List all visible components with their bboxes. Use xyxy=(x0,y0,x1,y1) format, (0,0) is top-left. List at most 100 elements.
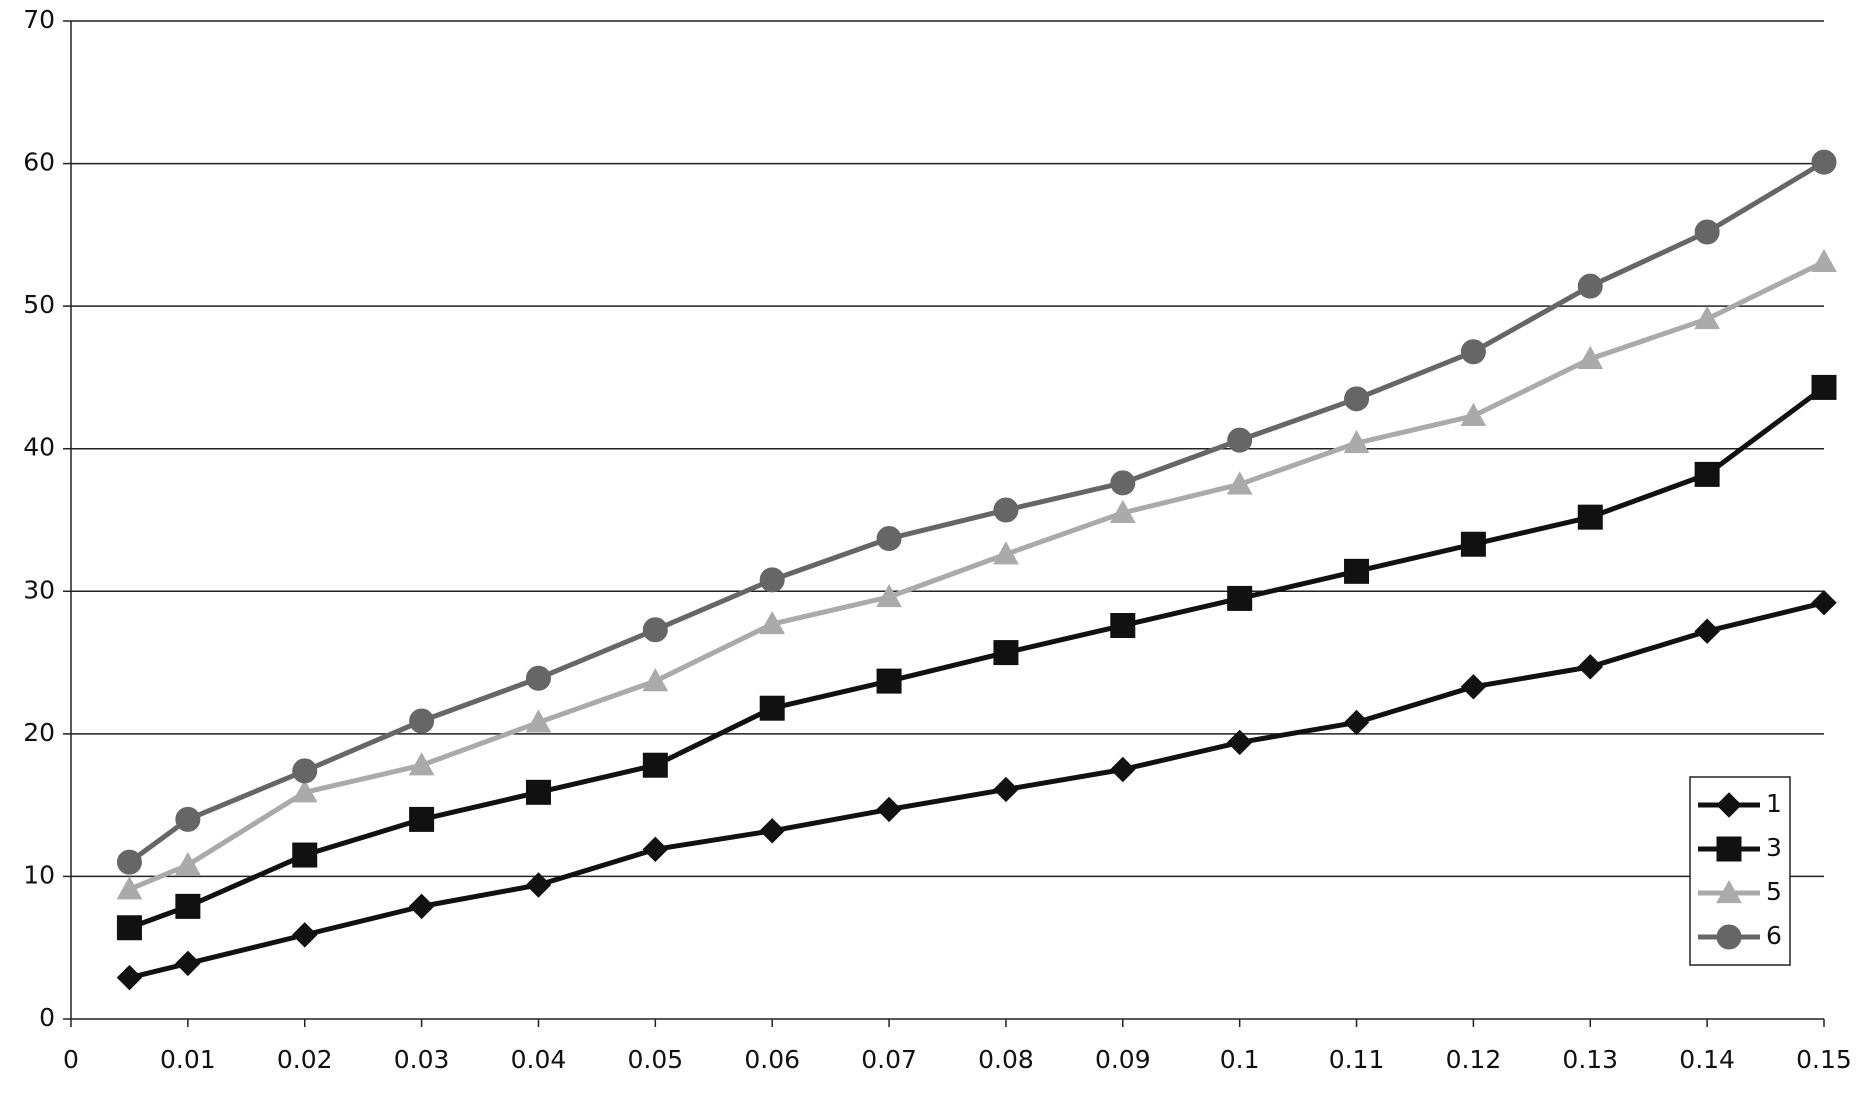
legend-label: 3 xyxy=(1766,833,1782,862)
y-tick-label: 20 xyxy=(23,718,55,747)
marker xyxy=(292,842,318,868)
marker xyxy=(1110,756,1136,783)
marker xyxy=(1577,345,1604,369)
marker xyxy=(116,915,142,941)
y-tick-label: 50 xyxy=(23,290,55,319)
marker xyxy=(1343,429,1370,454)
legend-label: 5 xyxy=(1766,877,1782,906)
marker xyxy=(1694,305,1720,330)
marker xyxy=(525,779,551,805)
marker xyxy=(1716,836,1742,862)
marker xyxy=(1694,618,1720,644)
x-tick-label: 0.09 xyxy=(1095,1045,1151,1074)
marker xyxy=(1227,585,1253,611)
marker xyxy=(1716,879,1742,904)
x-tick-label: 0.02 xyxy=(277,1045,333,1074)
x-tick-label: 0.15 xyxy=(1796,1045,1852,1074)
legend-item: 6 xyxy=(1698,921,1782,950)
marker xyxy=(876,583,902,608)
marker xyxy=(116,849,142,875)
y-tick-label: 10 xyxy=(23,860,55,889)
marker xyxy=(1226,471,1253,495)
x-tick-label: 0.14 xyxy=(1679,1045,1735,1074)
y-tick-label: 30 xyxy=(23,575,55,604)
marker xyxy=(1343,709,1370,736)
marker xyxy=(1460,402,1487,427)
marker xyxy=(409,708,435,734)
x-tick-label: 0.1 xyxy=(1220,1045,1260,1074)
marker xyxy=(175,893,201,919)
marker xyxy=(642,668,669,692)
x-tick-label: 0.07 xyxy=(861,1045,917,1074)
series-line xyxy=(128,385,1826,931)
marker xyxy=(1226,729,1253,756)
marker xyxy=(1460,531,1486,557)
marker xyxy=(642,836,669,863)
y-tick-label: 60 xyxy=(23,148,55,177)
y-tick-label: 70 xyxy=(23,5,55,34)
x-tick-label: 0.13 xyxy=(1562,1045,1618,1074)
marker xyxy=(1110,613,1136,639)
marker xyxy=(993,497,1019,523)
marker xyxy=(175,806,201,832)
legend-item: 3 xyxy=(1698,833,1782,862)
marker xyxy=(525,709,552,733)
marker xyxy=(876,796,902,823)
marker xyxy=(642,617,668,643)
marker xyxy=(1460,674,1487,700)
x-tick-label: 0.11 xyxy=(1329,1045,1385,1074)
marker xyxy=(993,776,1019,803)
marker xyxy=(1227,427,1253,453)
y-tick-label: 0 xyxy=(39,1003,55,1032)
x-tick-label: 0.01 xyxy=(160,1045,216,1074)
marker xyxy=(993,541,1019,565)
marker xyxy=(1716,924,1742,950)
marker xyxy=(408,752,435,776)
marker xyxy=(409,806,435,832)
legend-item: 1 xyxy=(1698,789,1782,818)
marker xyxy=(1577,654,1603,680)
legend: 1 3 5 6 xyxy=(1689,776,1791,966)
legend-label: 6 xyxy=(1766,921,1782,950)
marker xyxy=(1694,219,1720,245)
marker xyxy=(1716,792,1742,818)
marker xyxy=(291,779,318,803)
marker xyxy=(1460,339,1486,365)
marker xyxy=(408,893,435,920)
y-tick-label: 40 xyxy=(23,433,55,462)
marker xyxy=(993,640,1019,666)
legend-item: 5 xyxy=(1698,877,1782,906)
x-tick-label: 0.08 xyxy=(978,1045,1034,1074)
x-tick-label: 0.05 xyxy=(627,1045,683,1074)
series-line xyxy=(128,259,1826,892)
marker xyxy=(759,695,785,721)
series-line xyxy=(127,160,1826,865)
marker xyxy=(1344,558,1370,584)
marker xyxy=(116,964,143,991)
x-tick-label: 0.12 xyxy=(1446,1045,1502,1074)
marker xyxy=(1577,273,1603,299)
marker xyxy=(876,526,902,552)
marker xyxy=(525,665,551,691)
marker xyxy=(759,818,785,844)
marker xyxy=(1344,386,1370,412)
marker xyxy=(1577,504,1603,530)
marker xyxy=(292,922,318,948)
marker xyxy=(175,851,201,876)
x-tick-label: 0 xyxy=(63,1045,79,1074)
marker xyxy=(876,668,902,694)
marker xyxy=(1811,374,1837,400)
marker xyxy=(1694,461,1720,487)
marker xyxy=(1110,470,1136,496)
marker xyxy=(1811,149,1837,175)
marker xyxy=(1811,589,1837,616)
x-tick-label: 0.04 xyxy=(511,1045,567,1074)
x-tick-label: 0.03 xyxy=(394,1045,450,1074)
marker xyxy=(1811,248,1837,273)
marker xyxy=(1109,499,1136,523)
marker xyxy=(759,611,786,635)
series-line xyxy=(128,600,1825,981)
legend-label: 1 xyxy=(1766,789,1782,818)
marker xyxy=(759,567,785,593)
